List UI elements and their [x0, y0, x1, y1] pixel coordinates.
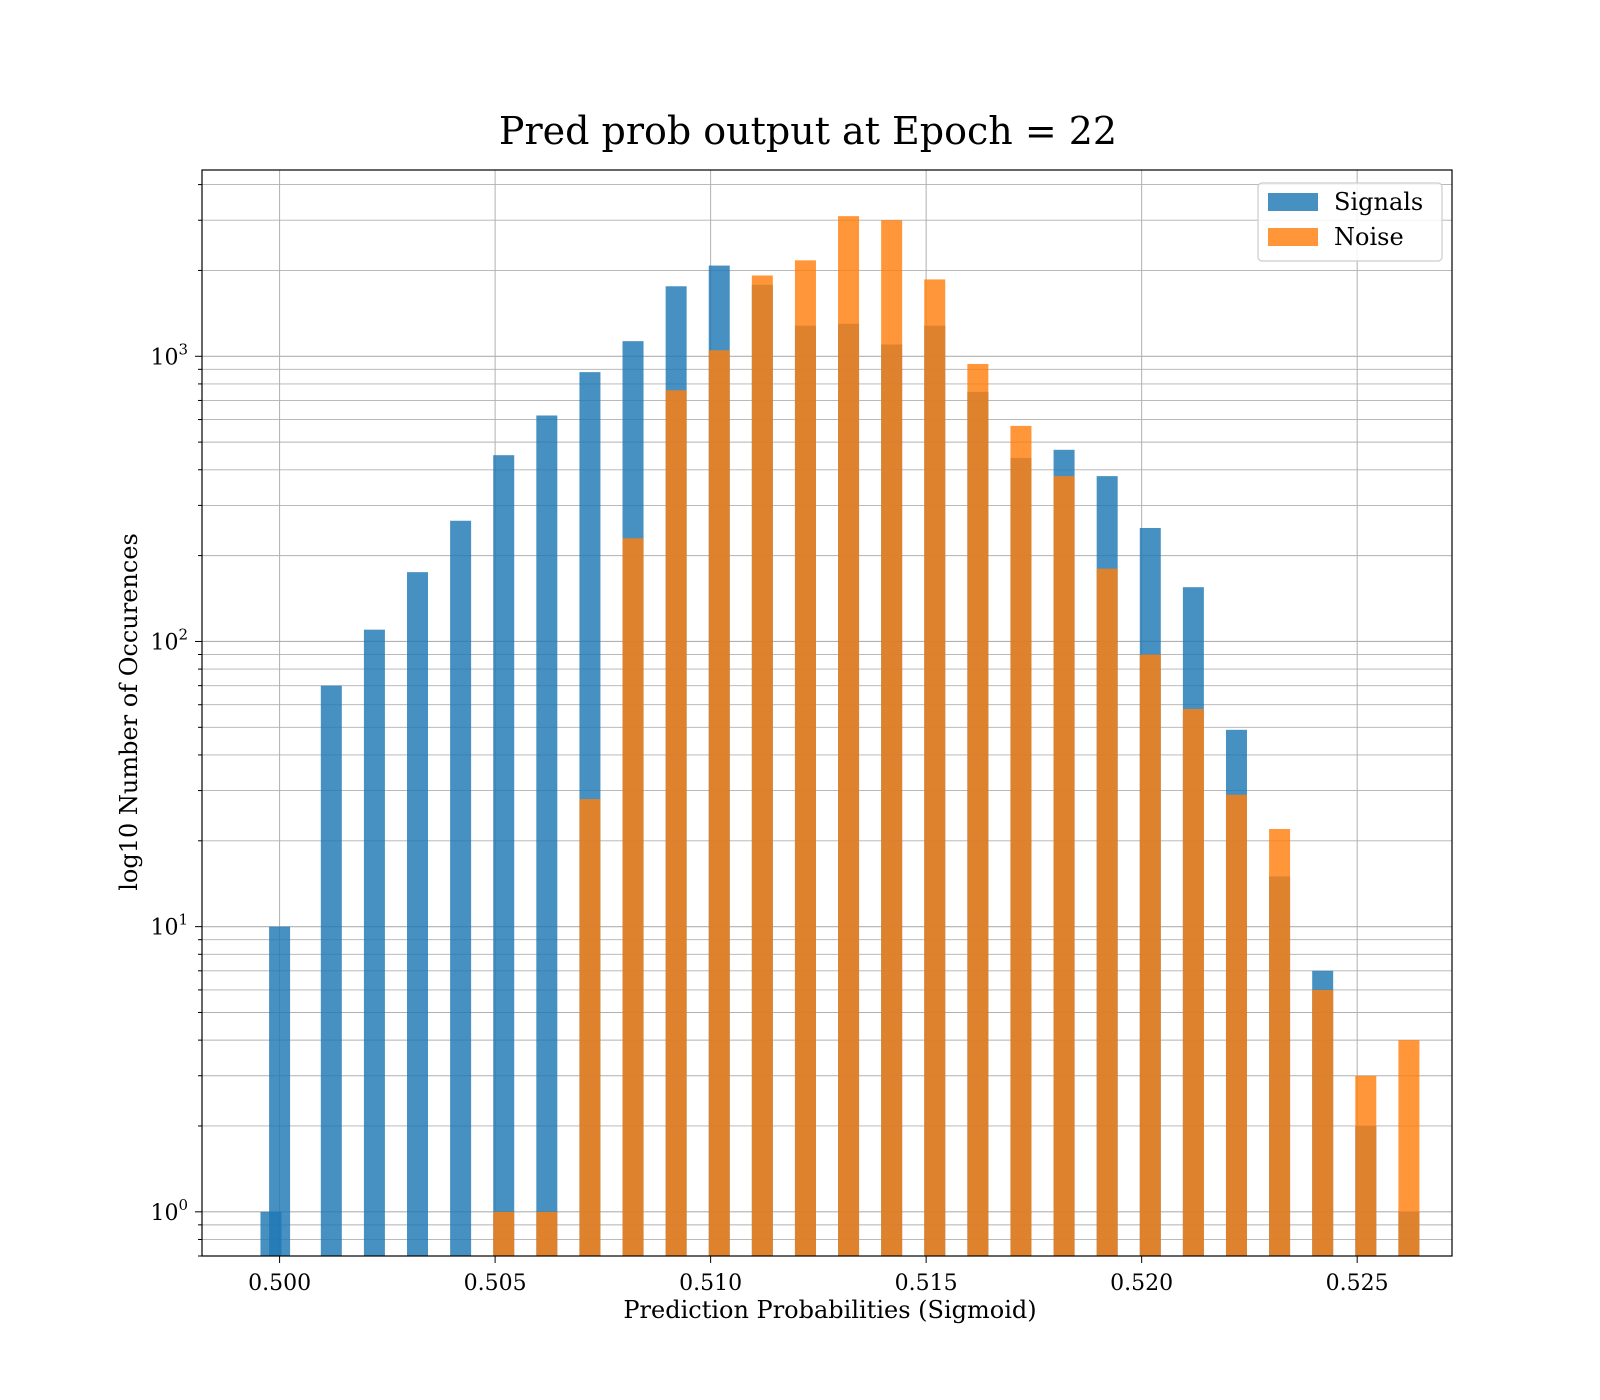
bar-noise [579, 799, 601, 1256]
legend: Signals Noise [1257, 182, 1443, 262]
grid [202, 170, 1452, 1257]
bar-noise [1096, 568, 1118, 1256]
bar-signals [269, 926, 291, 1256]
bar-noise [1010, 425, 1032, 1256]
bar-noise [1182, 708, 1204, 1256]
x-axis-ticks: 0.500 0.505 0.510 0.515 0.520 0.525 [248, 1256, 1389, 1296]
y-tick-label: 103 [150, 340, 188, 370]
bar-noise [1355, 1075, 1377, 1256]
bar-noise [493, 1211, 515, 1256]
bar-signals [407, 572, 429, 1256]
bar-noise [924, 279, 946, 1256]
bar-noise [536, 1211, 558, 1256]
bar-signals [536, 415, 558, 1256]
bar-noise [708, 350, 730, 1256]
bar-noise [794, 260, 816, 1256]
bar-noise [967, 363, 989, 1256]
bar-noise [1269, 828, 1291, 1256]
y-tick-label: 102 [150, 625, 188, 655]
x-tick-label: 0.505 [464, 1271, 527, 1296]
bar-noise [1225, 794, 1247, 1256]
x-axis-label: Prediction Probabilities (Sigmoid) [623, 1296, 1036, 1324]
bar-noise [1053, 476, 1075, 1257]
x-tick-label: 0.510 [679, 1271, 742, 1296]
y-axis-ticks: 100 101 102 103 [150, 184, 202, 1257]
bar-noise [1139, 654, 1161, 1256]
y-tick-label: 100 [150, 1196, 188, 1226]
plot-frame [201, 169, 1453, 1257]
x-tick-label: 0.500 [248, 1271, 311, 1296]
x-tick-label: 0.515 [895, 1271, 958, 1296]
legend-swatch-signals [1268, 193, 1318, 211]
bar-signals [450, 520, 472, 1256]
bar-noise [1312, 989, 1334, 1256]
bar-signals [320, 685, 342, 1256]
y-tick-label: 101 [150, 911, 188, 941]
bar-noise [665, 390, 687, 1257]
legend-label-noise: Noise [1334, 223, 1404, 251]
bar-signals [363, 629, 385, 1256]
bar-noise [751, 275, 773, 1257]
y-axis-label: log10 Number of Occurences [115, 533, 143, 891]
bar-noise [1398, 1040, 1420, 1256]
legend-label-signals: Signals [1334, 188, 1423, 216]
legend-swatch-noise [1268, 228, 1318, 246]
bar-noise [622, 538, 644, 1256]
bar-noise [838, 216, 860, 1256]
bar-noise [881, 220, 903, 1257]
chart-title: Pred prob output at Epoch = 22 [499, 109, 1117, 153]
x-tick-label: 0.525 [1326, 1271, 1389, 1296]
bars [260, 216, 1420, 1257]
bar-signals [493, 455, 515, 1256]
x-tick-label: 0.520 [1110, 1271, 1173, 1296]
